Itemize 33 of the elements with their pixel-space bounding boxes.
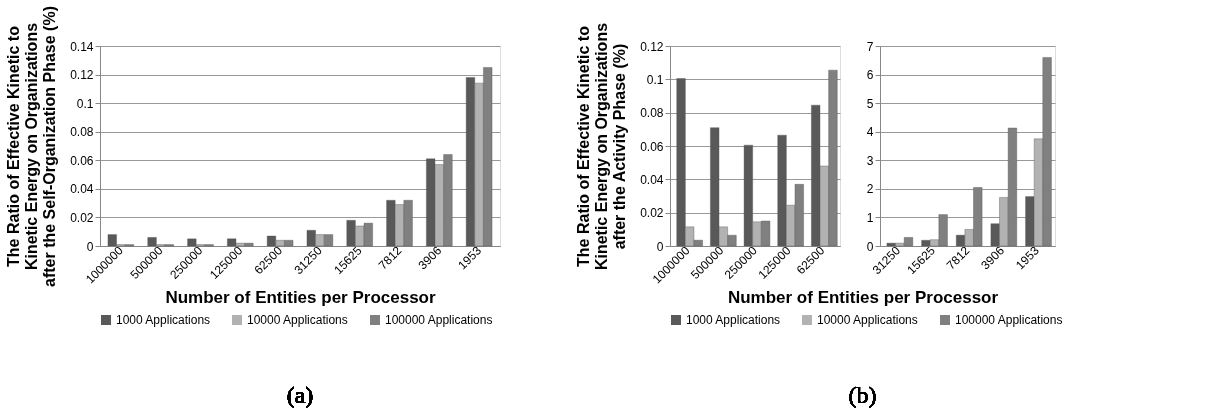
y-tick-label: 0	[866, 239, 874, 254]
y-axis-title: The Ratio of Effective Kinetic to Kinetic Energy on Organizations after the Self-Organization Phase (%)	[5, 6, 59, 287]
y-tick-label: 0.06	[70, 153, 94, 168]
y-tick-label: 7	[866, 39, 874, 54]
text: (a)	[286, 382, 314, 408]
y-tick-label: 6	[866, 68, 874, 83]
legend-label: 1000 Applications	[686, 313, 781, 327]
legend-label: 100000 Applications	[955, 313, 1063, 327]
y-tick-label: 1	[866, 210, 874, 225]
text: (b)	[848, 382, 877, 408]
y-tick-label: 0.08	[640, 106, 664, 121]
legend-label: 10000 Applications	[247, 313, 348, 327]
legend-label: 10000 Applications	[817, 313, 918, 327]
y-tick-label: 0.08	[70, 125, 94, 140]
y-tick-label: 0.1	[76, 96, 94, 111]
y-axis-title: The Ratio of Effective Kinetic to Kinetic Energy on Organizations after the Activity Phase (%)	[575, 22, 629, 271]
legend-label: 1000 Applications	[116, 313, 211, 327]
y-tick-label: 0.04	[640, 172, 664, 187]
y-tick-label: 5	[866, 96, 874, 111]
y-tick-label: 0.14	[70, 39, 94, 54]
y-tick-label: 0.02	[70, 210, 94, 225]
y-tick-label: 0.12	[640, 39, 664, 54]
x-axis-title: Number of Entities per Processor	[165, 287, 436, 307]
legend-label: 100000 Applications	[385, 313, 493, 327]
y-tick-label: 4	[866, 125, 874, 140]
y-tick-label: 0.04	[70, 182, 94, 197]
y-tick-label: 0.06	[640, 139, 664, 154]
y-tick-label: 3	[866, 153, 874, 168]
y-tick-label: 0.1	[646, 72, 664, 87]
y-tick-label: 0.02	[640, 206, 664, 221]
y-tick-label: 2	[866, 182, 874, 197]
y-tick-label: 0.12	[70, 68, 94, 83]
x-axis-title: Number of Entities per Processor	[727, 287, 999, 307]
